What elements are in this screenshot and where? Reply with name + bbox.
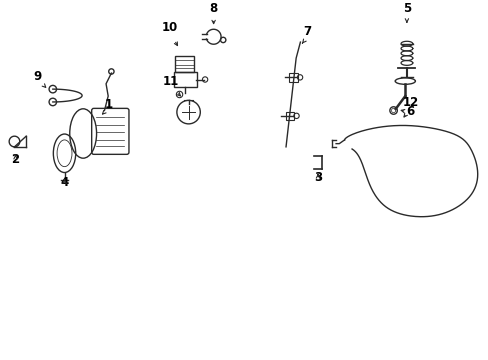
Text: 2: 2 xyxy=(11,153,20,166)
Bar xyxy=(285,112,294,120)
Text: 7: 7 xyxy=(303,24,311,37)
Bar xyxy=(174,72,196,87)
Bar xyxy=(175,56,194,72)
Text: 5: 5 xyxy=(402,1,410,15)
Text: 10: 10 xyxy=(162,21,178,35)
Bar xyxy=(289,73,297,82)
Text: 3: 3 xyxy=(313,171,322,184)
Text: 4: 4 xyxy=(61,176,68,189)
Text: 1: 1 xyxy=(104,98,113,111)
Text: 6: 6 xyxy=(406,105,414,118)
Text: 12: 12 xyxy=(402,96,418,109)
Text: 11: 11 xyxy=(163,75,179,88)
Text: 8: 8 xyxy=(209,1,217,15)
Text: 9: 9 xyxy=(34,69,42,82)
